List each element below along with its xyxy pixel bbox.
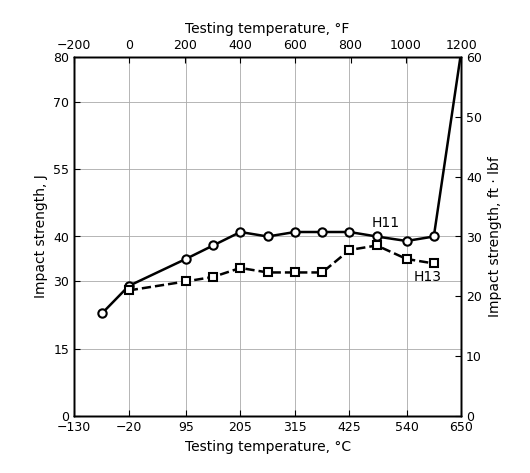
Text: H11: H11 xyxy=(372,216,400,230)
Text: H13: H13 xyxy=(414,270,442,284)
Y-axis label: Impact strength, J: Impact strength, J xyxy=(34,175,48,298)
X-axis label: Testing temperature, °F: Testing temperature, °F xyxy=(186,22,350,36)
Y-axis label: Impact strength, ft · lbf: Impact strength, ft · lbf xyxy=(488,156,501,317)
X-axis label: Testing temperature, °C: Testing temperature, °C xyxy=(184,440,351,454)
